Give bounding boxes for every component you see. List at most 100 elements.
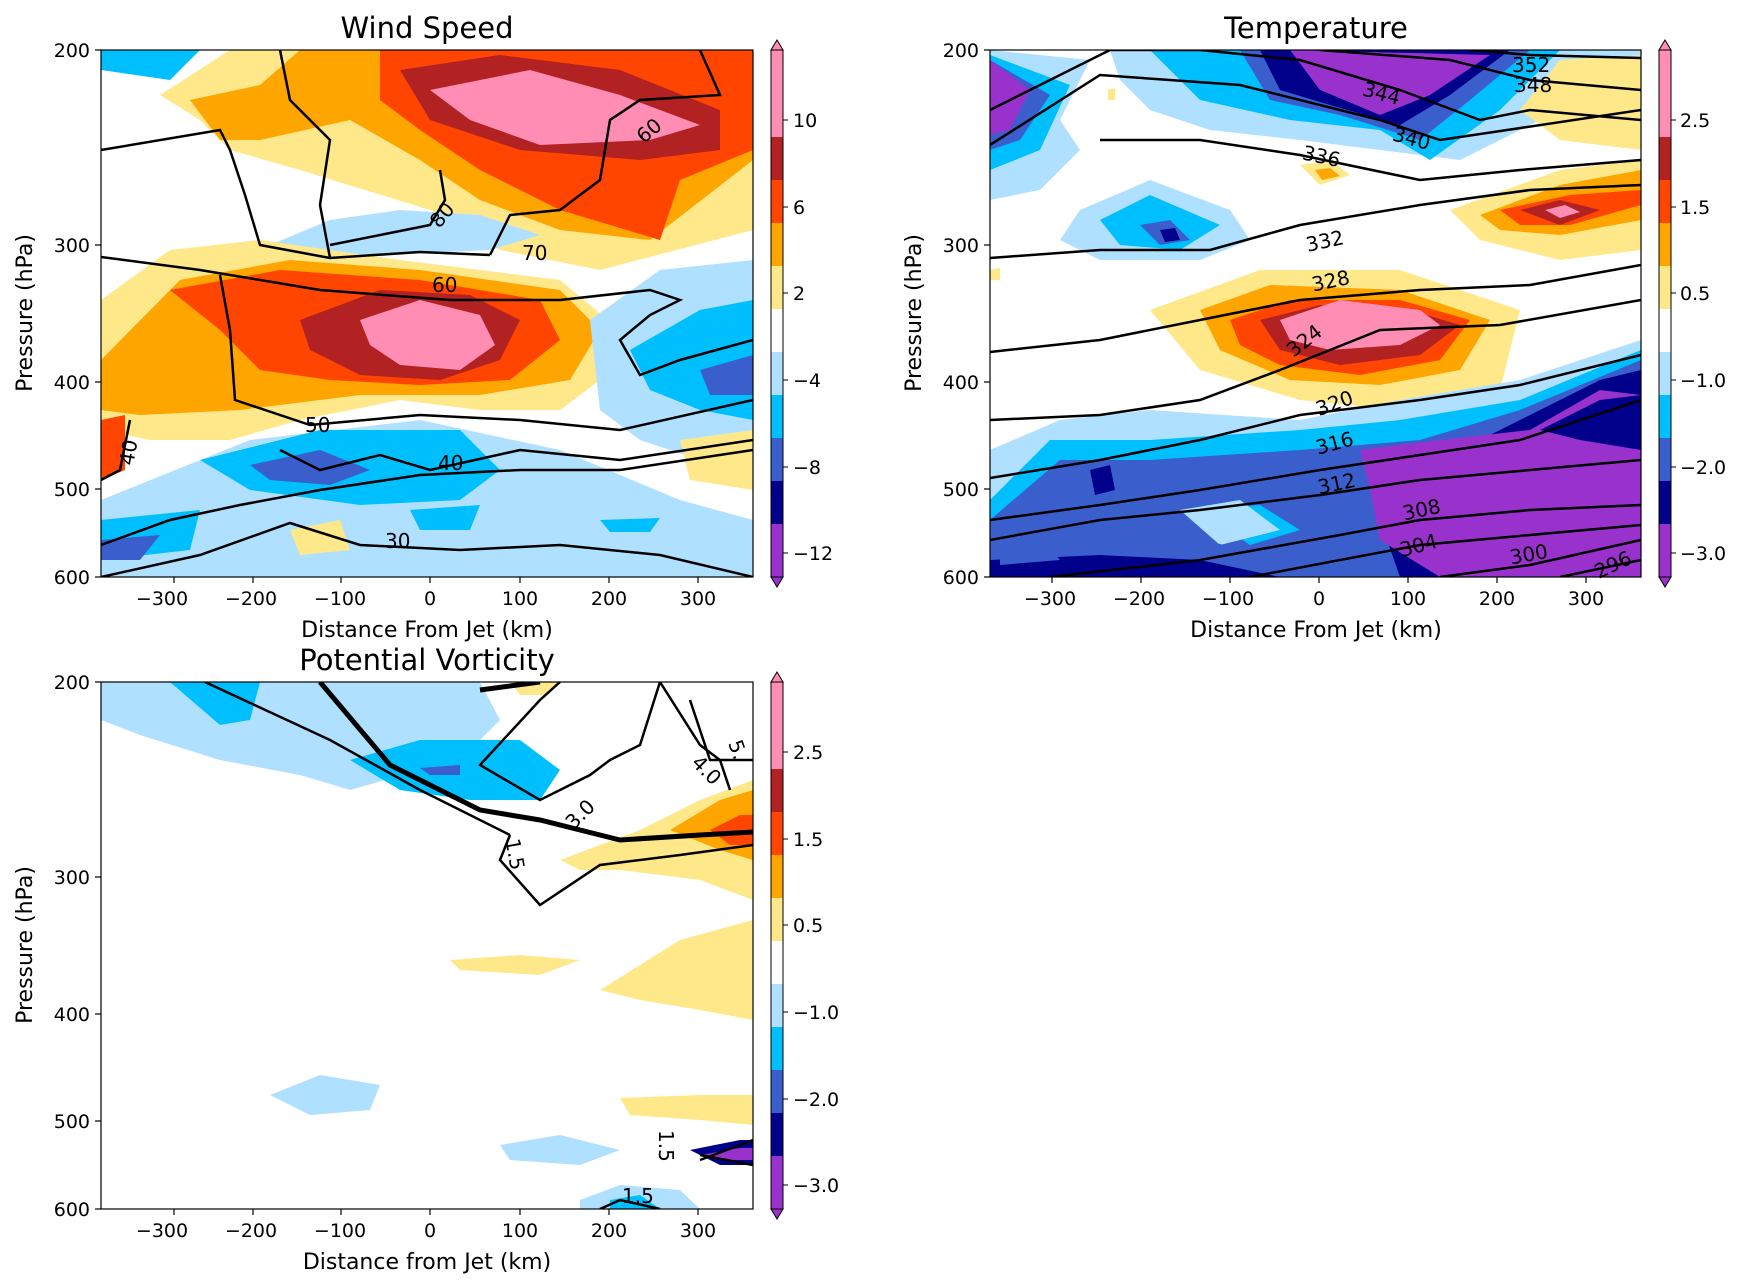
contour-fill <box>270 1075 380 1115</box>
contour-label: 50 <box>305 413 330 437</box>
contour-fill <box>450 955 580 975</box>
thick-contour-line <box>318 682 753 843</box>
colorbar-tick-label: 1.5 <box>1680 197 1710 219</box>
contour-fill <box>1315 168 1340 180</box>
temperature-y-ticks: 200 300 400 500 600 <box>943 40 990 589</box>
colorbar-tick-label: 0.5 <box>1680 283 1710 305</box>
colorbar-tick-label: 6 <box>793 197 805 219</box>
x-tick-label: −300 <box>136 588 188 610</box>
x-tick-label: 200 <box>1479 588 1515 610</box>
colorbar-tick-label: 1.5 <box>793 829 823 851</box>
contour-label: 60 <box>432 273 457 297</box>
y-tick-label: 300 <box>943 235 979 257</box>
x-tick-label: 300 <box>1568 588 1604 610</box>
colorbar-tick-label: −3.0 <box>793 1175 839 1197</box>
colorbar-tick-label: −3.0 <box>1680 543 1726 565</box>
potential-vorticity-y-ticks: 200 300 400 500 600 <box>54 672 101 1221</box>
colorbar-tick-label: 2 <box>793 283 805 305</box>
contour-fill <box>101 535 160 560</box>
contour-fill <box>500 1135 620 1165</box>
contour-label: 352 <box>1512 53 1550 77</box>
potential-vorticity-x-axis-label: Distance from Jet (km) <box>303 1250 551 1275</box>
temperature-panel: Temperature <box>902 11 1726 643</box>
potential-vorticity-y-axis-label: Pressure (hPa) <box>13 866 38 1024</box>
potential-vorticity-colorbar: 2.5 1.5 0.5 −1.0 −2.0 −3.0 <box>770 671 839 1220</box>
x-tick-label: 100 <box>502 588 538 610</box>
wind-speed-x-ticks: −300 −200 −100 0 100 200 300 <box>136 577 716 610</box>
colorbar-tick-label: 10 <box>793 110 817 132</box>
contour-fill <box>420 765 460 775</box>
x-tick-label: −300 <box>1024 588 1076 610</box>
wind-speed-filled-contours <box>101 50 753 577</box>
contour-fill <box>620 1095 753 1125</box>
y-tick-label: 500 <box>54 1111 90 1133</box>
x-tick-label: 300 <box>680 588 716 610</box>
colorbar-tick-label: −2.0 <box>1680 457 1726 479</box>
contour-fill <box>1180 500 1280 545</box>
wind-speed-colorbar: 10 6 2 −4 −8 −12 <box>770 39 833 588</box>
y-tick-label: 400 <box>54 1004 90 1026</box>
contour-fill <box>1290 50 1490 115</box>
contour-label: 1.5 <box>622 1184 654 1208</box>
colorbar-tick-label: 0.5 <box>793 915 823 937</box>
potential-vorticity-title: Potential Vorticity <box>299 643 554 677</box>
x-tick-label: −200 <box>1113 588 1165 610</box>
contour-fill <box>430 70 700 145</box>
potential-vorticity-filled-contours <box>101 682 753 1209</box>
contour-label: 348 <box>1514 73 1552 97</box>
contour-label: 40 <box>438 451 463 475</box>
potential-vorticity-contour-lines <box>204 682 753 1209</box>
temperature-axes-frame <box>989 49 1642 578</box>
contour-fill <box>1000 548 1060 565</box>
y-tick-label: 200 <box>54 672 90 694</box>
x-tick-label: 200 <box>591 1220 627 1242</box>
temperature-x-axis-label: Distance From Jet (km) <box>1190 618 1442 643</box>
y-tick-label: 600 <box>943 567 979 589</box>
contour-label: 1.5 <box>500 836 529 871</box>
x-tick-label: 0 <box>1313 588 1325 610</box>
y-tick-label: 300 <box>54 235 90 257</box>
contour-fill <box>1520 55 1641 150</box>
contour-fill <box>600 920 753 1020</box>
thick-contour-line <box>479 682 541 693</box>
x-tick-label: 0 <box>424 1220 436 1242</box>
colorbar-tick-label: −1.0 <box>1680 370 1726 392</box>
colorbar-tick-label: −1.0 <box>793 1002 839 1024</box>
contour-fill <box>1280 300 1440 350</box>
colorbar-tick-label: 2.5 <box>793 742 823 764</box>
temperature-x-ticks: −300 −200 −100 0 100 200 300 <box>1024 577 1604 610</box>
temperature-title: Temperature <box>1223 11 1408 45</box>
contour-fill <box>360 300 495 370</box>
x-tick-label: 100 <box>1390 588 1426 610</box>
temperature-filled-contours <box>990 50 1641 577</box>
y-tick-label: 600 <box>54 1199 90 1221</box>
contour-fill <box>990 268 1000 280</box>
temperature-y-axis-label: Pressure (hPa) <box>902 234 927 392</box>
y-tick-label: 400 <box>54 372 90 394</box>
colorbar-tick-label: 2.5 <box>1680 110 1710 132</box>
colorbar-tick-label: −4 <box>793 370 821 392</box>
potential-vorticity-x-ticks: −300 −200 −100 0 100 200 300 <box>136 1209 716 1242</box>
x-tick-label: −100 <box>314 1220 366 1242</box>
temperature-contour-lines <box>990 50 1641 577</box>
wind-speed-y-ticks: 200 300 400 500 600 <box>54 40 101 589</box>
contour-label: 70 <box>522 241 547 265</box>
potential-vorticity-axes-frame <box>100 681 754 1210</box>
colorbar-tick-label: −8 <box>793 457 821 479</box>
contour-label: 1.5 <box>654 1130 678 1162</box>
x-tick-label: 100 <box>502 1220 538 1242</box>
contour-fill <box>1160 228 1180 242</box>
potential-vorticity-panel: Potential Vorticity <box>13 643 839 1275</box>
contour-fill <box>700 355 753 395</box>
y-tick-label: 600 <box>54 567 90 589</box>
x-tick-label: −100 <box>314 588 366 610</box>
x-tick-label: −100 <box>1202 588 1254 610</box>
wind-speed-title: Wind Speed <box>340 11 513 45</box>
colorbar-tick-label: −2.0 <box>793 1089 839 1111</box>
contour-label: 40 <box>114 438 142 467</box>
wind-speed-x-axis-label: Distance From Jet (km) <box>301 618 553 643</box>
contour-fill <box>1090 465 1115 495</box>
contour-fill <box>600 518 660 532</box>
colorbar-tick-label: −12 <box>793 543 833 565</box>
